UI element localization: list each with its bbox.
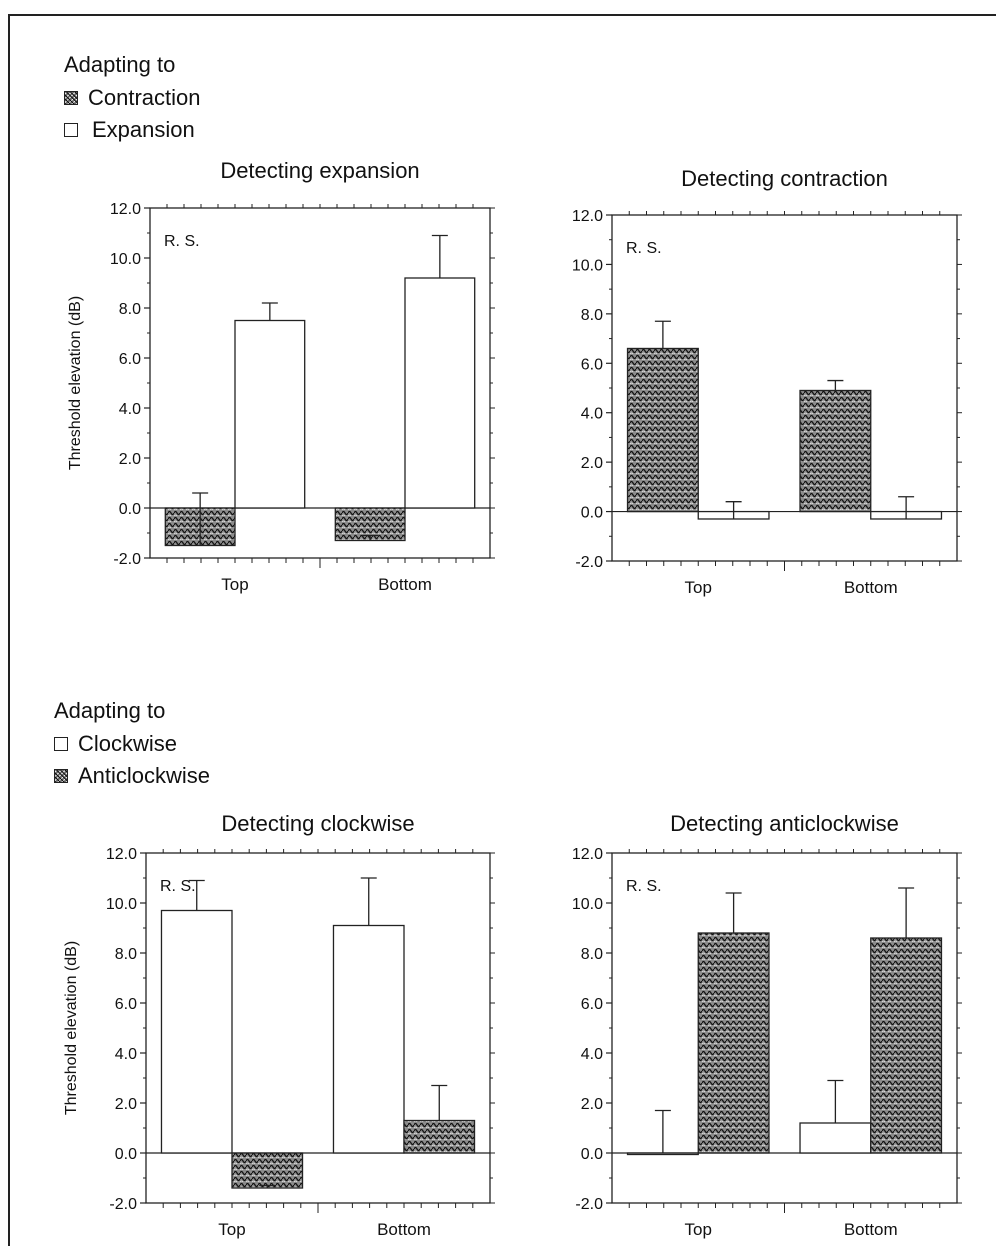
y-tick-label: -2.0: [109, 1196, 137, 1213]
bar: [697, 932, 770, 1154]
y-tick-label: 6.0: [581, 356, 603, 373]
legend-item-contraction: Contraction: [64, 82, 201, 114]
chart-title: Detecting contraction: [681, 166, 888, 191]
hatched-swatch-icon: [64, 91, 78, 105]
y-tick-label: 12.0: [572, 208, 603, 225]
y-axis-label: Threshold elevation (dB): [63, 941, 80, 1115]
hatched-swatch-icon: [54, 769, 68, 783]
y-tick-label: 0.0: [581, 505, 603, 522]
legend-motion-in-depth: Adapting to Contraction Expansion: [64, 50, 201, 146]
annotation-label: R. S.: [164, 233, 200, 250]
bar: [404, 277, 476, 509]
y-tick-label: 6.0: [119, 351, 141, 368]
category-label: Top: [685, 578, 712, 597]
bar: [332, 924, 405, 1154]
category-label: Bottom: [377, 1220, 431, 1239]
category-label: Bottom: [378, 575, 432, 594]
y-tick-label: 10.0: [572, 257, 603, 274]
y-tick-label: 4.0: [115, 1046, 137, 1063]
figure-frame: [8, 14, 996, 1246]
chart-panel: Detecting clockwise -2.0 0.0 2.0 4.0 6.0 8.0 10…: [63, 811, 495, 1239]
legend-label: Expansion: [92, 117, 195, 142]
chart-title: Detecting expansion: [220, 158, 419, 183]
y-tick-label: 2.0: [581, 455, 603, 472]
annotation-label: R. S.: [626, 878, 662, 895]
bar: [234, 319, 306, 509]
y-tick-label: 2.0: [115, 1096, 137, 1113]
chart-title: Detecting clockwise: [221, 811, 414, 836]
y-tick-label: 0.0: [115, 1146, 137, 1163]
bar: [799, 389, 872, 513]
legend-rotation: Adapting to Clockwise Anticlockwise: [54, 696, 210, 792]
legend-item-clockwise: Clockwise: [54, 728, 210, 760]
open-swatch-icon: [54, 737, 68, 751]
bar: [626, 1152, 699, 1156]
y-tick-label: 2.0: [119, 451, 141, 468]
legend-item-expansion: Expansion: [64, 114, 201, 146]
y-tick-label: 8.0: [119, 301, 141, 318]
legend-item-anticlockwise: Anticlockwise: [54, 760, 210, 792]
legend-label: Clockwise: [78, 731, 178, 756]
y-tick-label: 4.0: [581, 1046, 603, 1063]
annotation-label: R. S.: [160, 878, 196, 895]
bar: [870, 937, 943, 1154]
bar: [231, 1152, 304, 1189]
chart-panel: Detecting anticlockwise -2.0 0.0 2.0 4.0 6.0 8…: [572, 811, 962, 1239]
category-label: Bottom: [844, 578, 898, 597]
category-label: Top: [685, 1220, 712, 1239]
y-tick-label: 4.0: [581, 406, 603, 423]
bar: [799, 1122, 872, 1154]
y-tick-label: -2.0: [113, 551, 141, 568]
legend-title: Adapting to: [64, 52, 176, 77]
y-tick-label: 4.0: [119, 401, 141, 418]
bar: [626, 347, 699, 513]
y-tick-label: 8.0: [581, 946, 603, 963]
y-tick-label: 0.0: [119, 501, 141, 518]
y-tick-label: -2.0: [575, 1196, 603, 1213]
y-tick-label: 8.0: [581, 307, 603, 324]
y-tick-label: 6.0: [115, 996, 137, 1013]
y-tick-label: 2.0: [581, 1096, 603, 1113]
y-tick-label: 12.0: [572, 846, 603, 863]
legend-label: Anticlockwise: [78, 763, 211, 788]
category-label: Bottom: [844, 1220, 898, 1239]
bar: [160, 909, 233, 1154]
y-tick-label: 8.0: [115, 946, 137, 963]
annotation-label: R. S.: [626, 240, 662, 257]
category-label: Top: [218, 1220, 245, 1239]
chart-panel: Detecting expansion -2.0 0.0 2.0 4.0 6.0 8.0 10…: [67, 158, 495, 594]
y-tick-label: 10.0: [110, 251, 141, 268]
y-tick-label: -2.0: [575, 554, 603, 571]
chart-title: Detecting anticlockwise: [670, 811, 899, 836]
y-tick-label: 0.0: [581, 1146, 603, 1163]
legend-label: Contraction: [88, 85, 201, 110]
bar: [403, 1119, 476, 1154]
y-tick-label: 6.0: [581, 996, 603, 1013]
y-tick-label: 12.0: [106, 846, 137, 863]
y-tick-label: 10.0: [106, 896, 137, 913]
y-tick-label: 10.0: [572, 896, 603, 913]
open-swatch-icon: [64, 123, 78, 137]
legend-title: Adapting to: [54, 698, 166, 723]
y-axis-label: Threshold elevation (dB): [67, 296, 84, 470]
chart-panel: Detecting contraction -2.0 0.0 2.0 4.0 6.0 8.0…: [572, 166, 962, 597]
y-tick-label: 12.0: [110, 201, 141, 218]
category-label: Top: [221, 575, 248, 594]
